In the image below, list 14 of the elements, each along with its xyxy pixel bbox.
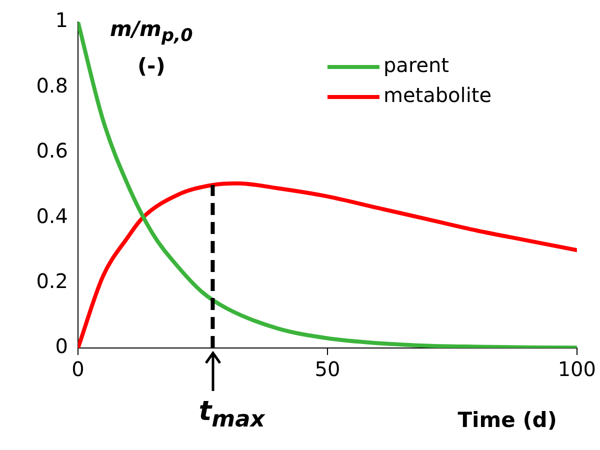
- x-tick-label: 0: [72, 357, 84, 382]
- y-tick-label: 0.6: [36, 138, 68, 163]
- y-axis-title: m/m$_{p,0}$ (-): [110, 16, 193, 80]
- x-tick-label: 50: [314, 357, 340, 382]
- y-tick-label: 0.8: [36, 73, 68, 98]
- legend-label: metabolite: [383, 83, 492, 108]
- y-tick-label: 0: [55, 334, 68, 358]
- y-tick-label: 1: [55, 8, 68, 32]
- x-axis-title: Time (d): [458, 408, 557, 432]
- legend-label: parent: [383, 53, 450, 78]
- y-tick-label: 0.4: [36, 204, 68, 228]
- ref-line-label: t$_{max}$: [198, 396, 265, 432]
- x-tick-label: 100: [558, 357, 596, 382]
- y-tick-label: 0.2: [36, 269, 68, 294]
